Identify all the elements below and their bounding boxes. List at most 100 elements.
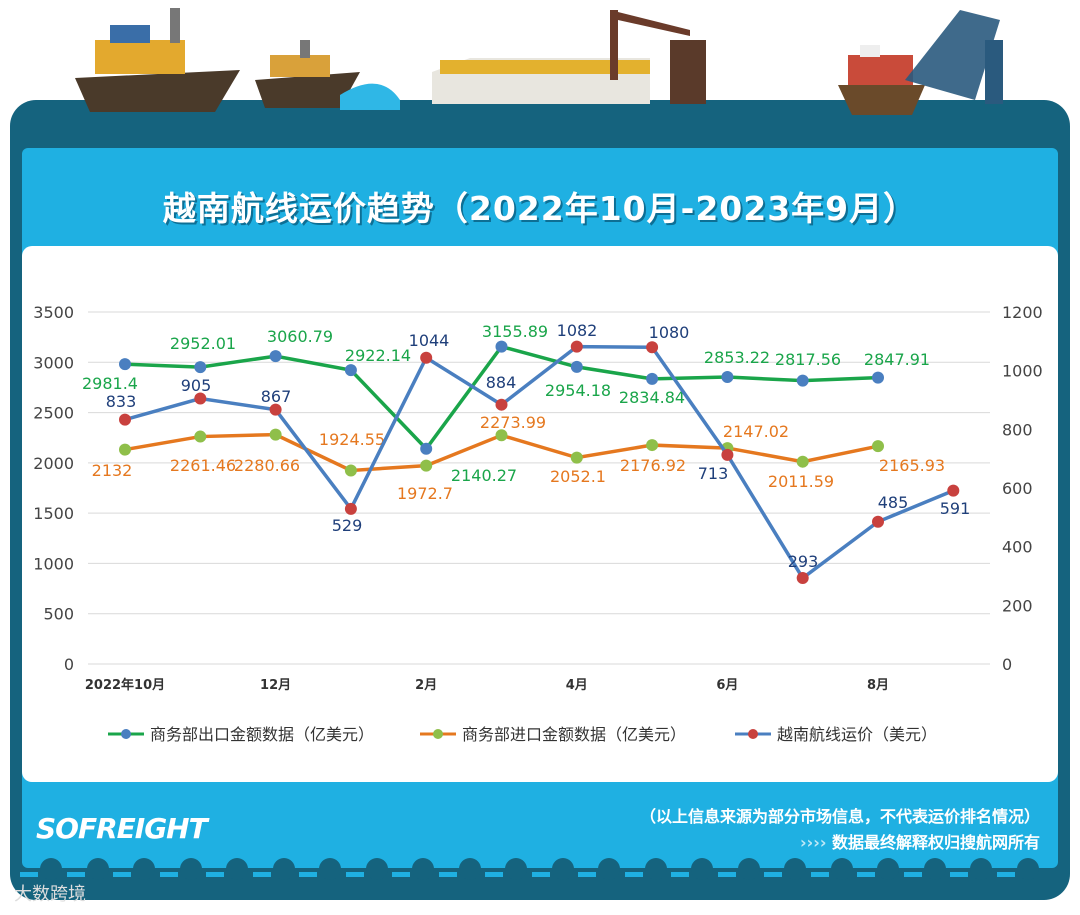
data-label: 867 [261, 387, 292, 406]
data-point [194, 361, 207, 374]
data-point [119, 443, 131, 456]
dash [392, 872, 410, 877]
data-label: 2147.02 [723, 422, 789, 441]
arrows-icon: ›››› [800, 833, 827, 852]
dash [810, 872, 829, 877]
scallop [784, 858, 806, 880]
data-label: 2140.27 [451, 466, 517, 485]
dash [485, 872, 503, 877]
data-point [646, 372, 659, 385]
data-label: 2817.56 [775, 350, 841, 369]
data-point [119, 358, 131, 371]
data-label: 2847.91 [864, 350, 930, 369]
data-point [119, 413, 131, 426]
ships-illustration [75, 8, 1003, 115]
data-label: 2922.14 [345, 346, 411, 365]
y-right-tick-label: 600 [1002, 479, 1033, 498]
scallop [86, 858, 109, 880]
dash [159, 872, 178, 877]
x-tick-label: 12月 [260, 678, 291, 693]
scallop [1016, 858, 1039, 880]
sofreight-logo: SOFREIGHT [36, 812, 208, 845]
dash [717, 872, 736, 877]
data-point [872, 371, 884, 384]
watermark: 大数跨境 [14, 884, 86, 905]
data-label: 1924.55 [319, 430, 385, 449]
y-right-tick-label: 1200 [1002, 303, 1043, 322]
scallop [923, 858, 946, 880]
copyright-note: 数据最终解释权归搜航网所有 [831, 833, 1040, 852]
data-label: 2273.99 [480, 413, 546, 432]
y-right-tick-label: 400 [1002, 538, 1033, 557]
scallop [458, 858, 481, 880]
data-label: 2132 [92, 461, 133, 480]
y-left-tick-label: 2500 [33, 404, 74, 423]
scallop [40, 858, 62, 880]
data-label: 2165.93 [879, 456, 945, 475]
data-point [269, 428, 282, 441]
data-label: 2052.1 [550, 467, 606, 486]
data-point [344, 464, 357, 477]
dash [671, 872, 689, 877]
data-label: 1080 [649, 323, 690, 342]
data-point [721, 448, 734, 461]
data-label: 2981.4 [82, 374, 138, 393]
data-label: 3155.89 [482, 322, 548, 341]
legend-label: 越南航线运价（美元） [777, 725, 937, 744]
data-point [570, 451, 583, 464]
data-label: 2834.84 [619, 388, 685, 407]
legend-marker [433, 729, 443, 739]
scallop [319, 858, 341, 880]
source-disclaimer: （以上信息来源为部分市场信息，不代表运价排名情况） [639, 807, 1040, 826]
scallop [737, 858, 760, 880]
data-point [344, 502, 357, 515]
dash [66, 872, 85, 877]
data-point [570, 360, 583, 373]
data-point [872, 440, 884, 453]
legend-marker [121, 729, 131, 739]
series-line [124, 344, 954, 581]
dash [996, 872, 1015, 877]
scallop [272, 858, 295, 880]
ship-icon [838, 10, 1003, 115]
y-left-tick-label: 0 [64, 655, 74, 674]
dash [20, 872, 38, 877]
dash [299, 872, 317, 877]
data-label: 884 [486, 373, 517, 392]
dash [252, 872, 271, 877]
scallop [598, 858, 620, 880]
data-point [194, 430, 207, 443]
x-tick-label: 4月 [566, 678, 588, 693]
legend-label: 商务部进口金额数据（亿美元） [462, 725, 686, 744]
scallop [877, 858, 899, 880]
dash [624, 872, 643, 877]
x-tick-label: 2月 [415, 678, 437, 693]
scallop [644, 858, 667, 880]
data-label: 2954.18 [545, 381, 611, 400]
scallop [179, 858, 202, 880]
scallop [412, 858, 434, 880]
data-label: 1082 [557, 321, 598, 340]
dash [206, 872, 224, 877]
data-point [269, 350, 282, 363]
y-right-tick-label: 0 [1002, 655, 1012, 674]
ship-icon [255, 40, 400, 110]
dash [113, 872, 131, 877]
chart-card: 0 500 1000 1500 2000 2500 3000 3500 0 200 400 600 80… [22, 246, 1058, 782]
line-chart: 0 500 1000 1500 2000 2500 3000 3500 0 200 400 600 80… [33, 303, 1043, 744]
dash [438, 872, 457, 877]
y-right-tick-label: 200 [1002, 596, 1033, 615]
scallop [365, 858, 388, 880]
dash [950, 872, 968, 877]
ship-icon [75, 8, 240, 112]
x-tick-label: 2022年10月 [85, 677, 165, 693]
data-point [947, 484, 960, 497]
dash [764, 872, 782, 877]
y-left-tick-label: 1500 [33, 504, 74, 523]
scallop [970, 858, 992, 880]
data-label: 2176.92 [620, 456, 686, 475]
data-label: 905 [181, 376, 212, 395]
y-left-tick-label: 500 [43, 605, 74, 624]
y-right-tick-label: 1000 [1002, 362, 1043, 381]
data-label: 2853.22 [704, 348, 770, 367]
